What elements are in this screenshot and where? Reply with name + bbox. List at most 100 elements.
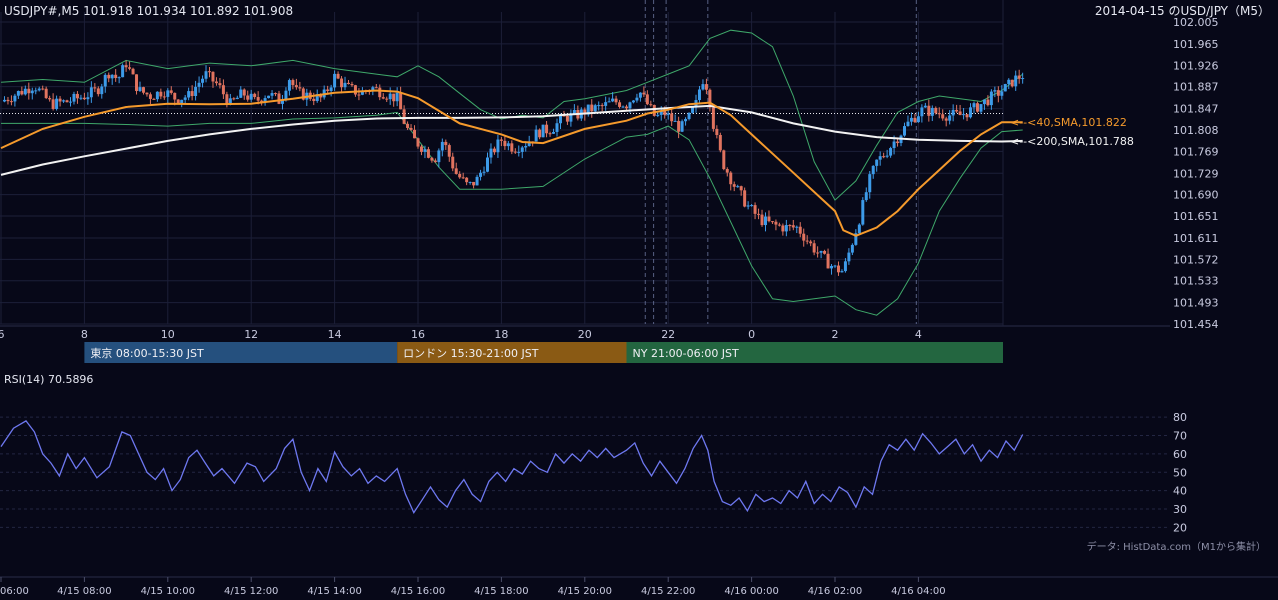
- candle-body: [611, 98, 615, 102]
- time-tick-label: 6: [0, 328, 5, 341]
- candle-body: [211, 71, 215, 82]
- bollinger-lower-line: [1, 111, 1023, 316]
- candle-body: [486, 157, 489, 172]
- candle-body: [423, 149, 427, 152]
- candle-body: [155, 91, 159, 100]
- candle-body: [461, 177, 465, 179]
- session-band: [397, 342, 627, 363]
- candle-body: [343, 82, 347, 88]
- session-label: 東京 08:00-15:30 JST: [90, 346, 204, 360]
- candle-body: [868, 174, 872, 193]
- candle-body: [861, 200, 865, 225]
- candle-body: [618, 102, 622, 107]
- candle-body: [103, 74, 107, 87]
- candle-body: [847, 252, 851, 262]
- candle-body: [86, 97, 90, 100]
- candles: [2, 60, 1025, 276]
- chart-title: 2014-04-15 のUSD/JPY（M5）: [1095, 4, 1270, 18]
- candle-body: [750, 205, 754, 207]
- candle-body: [517, 151, 521, 153]
- candle-body: [986, 99, 990, 106]
- rsi-tick-label: 80: [1173, 411, 1187, 424]
- candle-body: [625, 106, 628, 109]
- candle-body: [979, 104, 983, 112]
- bottom-time-label: 4/15 18:00: [474, 586, 528, 597]
- price-tick-label: 101.493: [1173, 297, 1219, 310]
- candle-body: [465, 177, 469, 183]
- candle-body: [360, 90, 364, 95]
- candle-body: [228, 98, 232, 105]
- candle-body: [524, 146, 528, 148]
- candle-body: [722, 150, 726, 170]
- candle-body: [965, 114, 969, 118]
- candle-body: [590, 104, 594, 112]
- candle-body: [677, 120, 681, 132]
- rsi-tick-label: 20: [1173, 521, 1187, 534]
- candle-body: [607, 101, 611, 103]
- candle-body: [433, 160, 437, 163]
- price-tick-label: 102.005: [1173, 16, 1219, 29]
- candle-body: [148, 94, 152, 99]
- candle-body: [388, 93, 392, 100]
- candle-body: [802, 233, 806, 241]
- candle-body: [96, 88, 100, 95]
- candle-body: [545, 124, 549, 134]
- candle-body: [843, 261, 847, 272]
- candle-body: [287, 80, 291, 91]
- candle-body: [614, 98, 618, 103]
- time-tick-label: 18: [494, 328, 508, 341]
- candle-body: [586, 104, 590, 115]
- candle-body: [798, 226, 802, 234]
- candle-body: [777, 224, 781, 226]
- candle-body: [649, 104, 653, 106]
- candle-body: [558, 115, 562, 124]
- sma200-label: <--<200,SMA,101.788: [1010, 135, 1134, 148]
- candle-body: [1003, 84, 1007, 92]
- sma40-line: [0, 89, 1023, 237]
- candle-body: [201, 78, 205, 83]
- candle-body: [833, 265, 837, 267]
- candle-body: [58, 98, 62, 102]
- candle-body: [510, 143, 514, 152]
- candle-body: [1021, 78, 1025, 80]
- candle-body: [638, 92, 642, 98]
- candle-body: [496, 139, 500, 153]
- bottom-time-label: 4/15 16:00: [391, 586, 445, 597]
- candle-body: [413, 129, 417, 139]
- candle-body: [1017, 75, 1021, 79]
- candle-body: [392, 93, 396, 102]
- candle-body: [48, 98, 52, 100]
- candle-body: [732, 184, 736, 187]
- candle-body: [166, 90, 170, 97]
- candle-body: [416, 138, 420, 147]
- price-tick-label: 101.926: [1173, 59, 1219, 72]
- candle-body: [1000, 91, 1004, 96]
- candle-body: [114, 74, 118, 79]
- candle-body: [597, 105, 601, 107]
- candle-body: [572, 109, 576, 114]
- candle-body: [770, 221, 774, 223]
- candle-body: [816, 252, 820, 254]
- candle-body: [378, 87, 382, 98]
- rsi-tick-label: 50: [1173, 466, 1187, 479]
- candle-body: [249, 93, 253, 100]
- rsi-tick-label: 40: [1173, 485, 1187, 498]
- candle-body: [993, 90, 997, 92]
- candle-body: [374, 87, 378, 89]
- candle-body: [906, 121, 910, 127]
- candle-body: [187, 91, 191, 98]
- candle-body: [746, 205, 750, 207]
- candle-body: [145, 92, 149, 95]
- candle-body: [235, 97, 239, 100]
- candle-body: [691, 107, 695, 113]
- candle-body: [406, 123, 410, 128]
- price-tick-label: 101.454: [1173, 318, 1219, 331]
- candle-body: [673, 120, 677, 122]
- candle-body: [2, 99, 6, 102]
- candle-body: [788, 225, 792, 227]
- candle-body: [781, 225, 785, 232]
- candle-body: [520, 147, 524, 152]
- candle-body: [23, 88, 27, 95]
- candle-body: [347, 82, 350, 84]
